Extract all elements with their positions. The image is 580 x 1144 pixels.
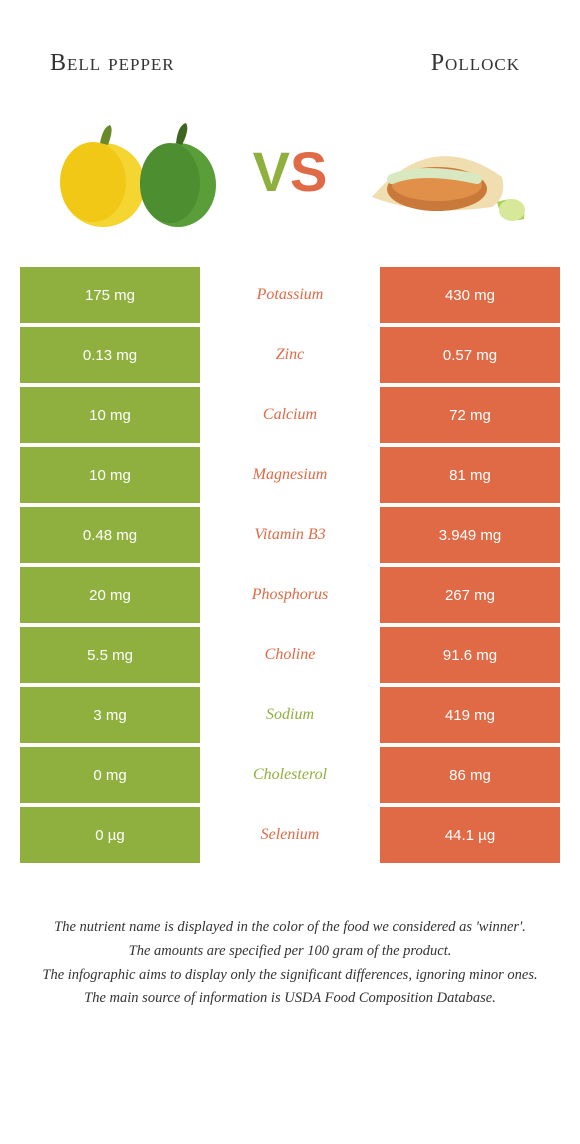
food-image-right (352, 107, 532, 237)
footer-line: The infographic aims to display only the… (30, 965, 550, 987)
comparison-table: 175 mgPotassium430 mg0.13 mgZinc0.57 mg1… (0, 267, 580, 863)
title-left: Bell pepper (50, 50, 175, 77)
value-right: 44.1 µg (380, 807, 560, 863)
table-row: 0.13 mgZinc0.57 mg (20, 327, 560, 383)
value-left: 0.13 mg (20, 327, 200, 383)
value-left: 0 µg (20, 807, 200, 863)
table-row: 20 mgPhosphorus267 mg (20, 567, 560, 623)
value-left: 20 mg (20, 567, 200, 623)
value-left: 0 mg (20, 747, 200, 803)
vs-s: S (290, 140, 327, 203)
nutrient-label: Phosphorus (200, 567, 380, 623)
nutrient-label: Zinc (200, 327, 380, 383)
hero: VS (0, 97, 580, 267)
table-row: 0 mgCholesterol86 mg (20, 747, 560, 803)
value-left: 10 mg (20, 447, 200, 503)
value-left: 175 mg (20, 267, 200, 323)
value-left: 10 mg (20, 387, 200, 443)
value-right: 0.57 mg (380, 327, 560, 383)
table-row: 3 mgSodium419 mg (20, 687, 560, 743)
value-left: 3 mg (20, 687, 200, 743)
vs-v: V (253, 140, 290, 203)
value-left: 0.48 mg (20, 507, 200, 563)
value-right: 3.949 mg (380, 507, 560, 563)
nutrient-label: Cholesterol (200, 747, 380, 803)
table-row: 0 µgSelenium44.1 µg (20, 807, 560, 863)
footer-line: The nutrient name is displayed in the co… (30, 917, 550, 939)
vs-label: VS (253, 144, 328, 200)
value-right: 430 mg (380, 267, 560, 323)
value-right: 267 mg (380, 567, 560, 623)
title-right: Pollock (431, 50, 520, 77)
value-right: 72 mg (380, 387, 560, 443)
value-right: 91.6 mg (380, 627, 560, 683)
footer-line: The amounts are specified per 100 gram o… (30, 941, 550, 963)
table-row: 0.48 mgVitamin B33.949 mg (20, 507, 560, 563)
nutrient-label: Calcium (200, 387, 380, 443)
value-right: 86 mg (380, 747, 560, 803)
nutrient-label: Magnesium (200, 447, 380, 503)
value-right: 81 mg (380, 447, 560, 503)
header: Bell pepper Pollock (0, 0, 580, 97)
table-row: 5.5 mgCholine91.6 mg (20, 627, 560, 683)
table-row: 175 mgPotassium430 mg (20, 267, 560, 323)
food-image-left (48, 107, 228, 237)
nutrient-label: Selenium (200, 807, 380, 863)
value-left: 5.5 mg (20, 627, 200, 683)
nutrient-label: Potassium (200, 267, 380, 323)
table-row: 10 mgMagnesium81 mg (20, 447, 560, 503)
nutrient-label: Choline (200, 627, 380, 683)
footer-line: The main source of information is USDA F… (30, 988, 550, 1010)
footer-notes: The nutrient name is displayed in the co… (0, 867, 580, 1010)
value-right: 419 mg (380, 687, 560, 743)
table-row: 10 mgCalcium72 mg (20, 387, 560, 443)
nutrient-label: Sodium (200, 687, 380, 743)
nutrient-label: Vitamin B3 (200, 507, 380, 563)
